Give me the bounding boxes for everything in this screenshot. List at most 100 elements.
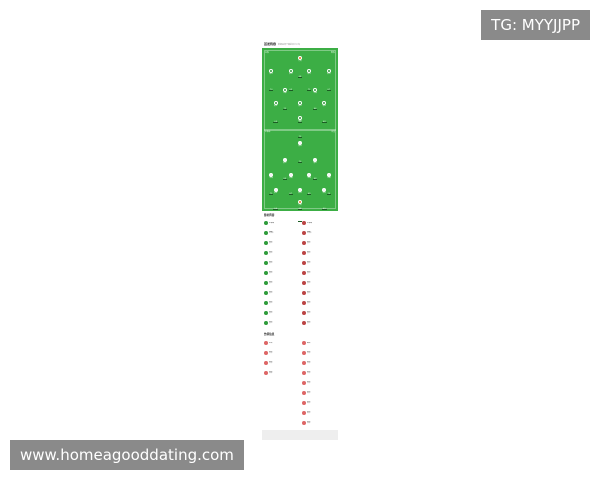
item-name: 球员: [269, 280, 273, 283]
player[interactable]: 后卫 6.6: [269, 188, 283, 213]
player-name: 后卫: [289, 74, 293, 75]
list-item[interactable]: 球员 替补: [302, 288, 338, 298]
list-item[interactable]: 球员 替补: [264, 308, 300, 318]
list-item[interactable]: 主教练: [264, 218, 300, 228]
item-name: 主队: [269, 341, 273, 344]
pitch: 主队 客队 主教练 阵型 门将 6.8 后卫 7.0 后卫 6.9 后卫 7.1 后卫 6.7 中场…: [262, 48, 338, 222]
player[interactable]: 中场 7.0: [322, 173, 336, 198]
list-item[interactable]: 球员 伤病: [302, 358, 338, 368]
list-item[interactable]: 球员 疑问: [302, 398, 338, 408]
item-sub: 主教练: [269, 233, 274, 234]
player[interactable]: 中场 7.1: [264, 173, 278, 198]
item-name: 客队: [307, 341, 311, 344]
item-name: 球员: [269, 250, 273, 253]
list-item[interactable]: 主队: [264, 338, 300, 348]
list-item[interactable]: 球员 替补: [302, 248, 338, 258]
list-item[interactable]: 球员 伤病: [302, 348, 338, 358]
list-item[interactable]: 球员 替补: [264, 318, 300, 328]
player[interactable]: 中场 6.7: [284, 173, 298, 198]
item-sub: 替补: [269, 313, 272, 314]
player[interactable]: 前卫 6.8: [317, 101, 331, 126]
player[interactable]: 后卫 7.1: [302, 69, 316, 94]
coach-info: 主教练: [265, 131, 271, 133]
player[interactable]: 前锋 7.3: [293, 116, 307, 141]
list-item[interactable]: 球员 替补: [302, 258, 338, 268]
list-item[interactable]: 球员 替补: [302, 238, 338, 248]
list-item[interactable]: 球员 停赛: [302, 418, 338, 428]
list-item[interactable]: 球员 疑问: [302, 388, 338, 398]
pitch-border: [264, 50, 336, 209]
player[interactable]: 前卫 6.9: [278, 158, 292, 183]
item-name: 球员: [269, 320, 273, 323]
list-item[interactable]: 球员 伤病: [264, 358, 300, 368]
player[interactable]: 后卫 7.0: [264, 69, 278, 94]
item-name: 球员: [307, 300, 311, 303]
player-name: 中场: [269, 178, 273, 179]
player-rating: 7.0: [297, 162, 303, 163]
list-item[interactable]: 球员 替补: [302, 298, 338, 308]
list-item[interactable]: 球员 替补: [264, 288, 300, 298]
player[interactable]: 门将 7.2: [293, 200, 307, 225]
avatar-icon: [264, 271, 268, 275]
item-sub: 替补: [269, 263, 272, 264]
list-item[interactable]: 教练 主教练: [264, 228, 300, 238]
player-name: 门将: [298, 205, 302, 206]
list-item[interactable]: 球员 替补: [264, 278, 300, 288]
list-item[interactable]: 球员 伤病: [302, 368, 338, 378]
jersey-icon: [282, 88, 287, 92]
list-item[interactable]: 主教练: [302, 218, 338, 228]
player[interactable]: 中场 6.9: [302, 173, 316, 198]
jersey-icon: [307, 173, 312, 177]
item-sub: 疑问: [307, 393, 310, 394]
player-rating: 7.2: [297, 221, 303, 222]
list-item[interactable]: 球员 伤病: [302, 378, 338, 388]
list-item[interactable]: 球员 替补: [302, 308, 338, 318]
item-sub: 替补: [307, 253, 310, 254]
list-item[interactable]: 球员 停赛: [264, 368, 300, 378]
avatar-icon: [264, 241, 268, 245]
player[interactable]: 后卫 6.9: [317, 188, 331, 213]
avatar-icon: [302, 401, 306, 405]
player[interactable]: 后卫 6.8: [293, 188, 307, 213]
player[interactable]: 后卫 6.7: [322, 69, 336, 94]
list-item[interactable]: 球员 替补: [302, 278, 338, 288]
player-rating: 7.3: [297, 137, 303, 138]
player[interactable]: 门将 6.8: [293, 56, 307, 81]
list-item[interactable]: 球员 替补: [264, 268, 300, 278]
player[interactable]: 前锋 7.0: [293, 141, 307, 166]
player-name: 前卫: [322, 106, 326, 107]
item-name: 球员: [307, 240, 311, 243]
list-item[interactable]: 球员 替补: [264, 248, 300, 258]
list-item[interactable]: 球员 替补: [264, 238, 300, 248]
player-name: 后卫: [327, 74, 331, 75]
jersey-icon: [326, 173, 331, 177]
player[interactable]: 后卫 6.9: [284, 69, 298, 94]
jersey-icon: [298, 188, 302, 192]
avatar-icon: [302, 301, 306, 305]
list-item[interactable]: 球员 替补: [264, 298, 300, 308]
list-item[interactable]: 球员 替补: [302, 318, 338, 328]
list-item[interactable]: 教练 主教练: [302, 228, 338, 238]
list-item[interactable]: 球员 疑问: [302, 408, 338, 418]
player[interactable]: 前卫 6.8: [308, 158, 322, 183]
item-sub: 疑问: [307, 403, 310, 404]
home-team-label: 主队: [265, 52, 270, 54]
item-sub: 停赛: [269, 373, 272, 374]
list-item[interactable]: 球员 替补: [302, 268, 338, 278]
player-rating: 6.9: [306, 194, 312, 195]
avatar-icon: [302, 261, 306, 265]
player[interactable]: 前卫 7.0: [293, 101, 307, 126]
player[interactable]: 中场 6.6: [308, 88, 322, 113]
list-item[interactable]: 客队: [302, 338, 338, 348]
item-sub: 替补: [269, 243, 272, 244]
away-team-label: 客队: [330, 52, 335, 54]
player-name: 前卫: [298, 106, 302, 107]
player-name: 门将: [298, 61, 302, 62]
list-item[interactable]: 球员 替补: [264, 258, 300, 268]
item-sub: 替补: [307, 273, 310, 274]
item-name: 球员: [269, 270, 273, 273]
item-sub: 替补: [307, 283, 310, 284]
list-item[interactable]: 球员 伤病: [264, 348, 300, 358]
player[interactable]: 中场 7.2: [278, 88, 292, 113]
player[interactable]: 前卫 6.9: [269, 101, 283, 126]
